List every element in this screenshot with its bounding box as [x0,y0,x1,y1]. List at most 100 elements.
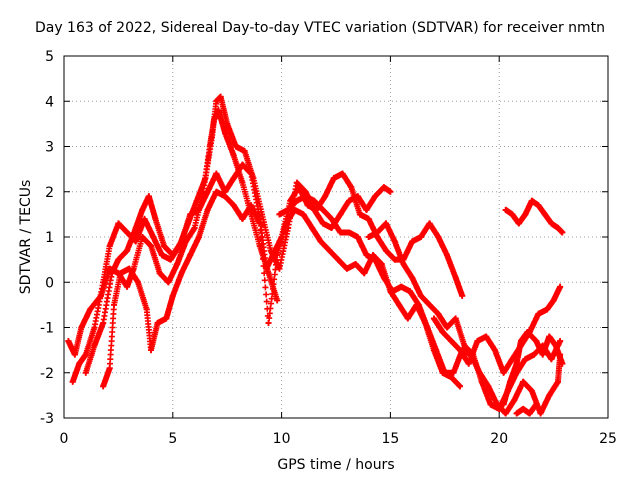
data-point [230,175,237,182]
series-arc-2 [69,93,394,385]
data-point [500,369,507,376]
data-point [365,234,372,240]
data-point [522,211,529,218]
data-point [500,401,507,408]
data-point [111,301,118,308]
data-point [443,252,450,259]
data-point [326,247,333,254]
data-point [65,338,72,345]
data-point [191,224,198,231]
y-tick-label: -1 [40,321,54,337]
data-point [352,261,359,268]
data-point [461,342,468,349]
x-axis-label: GPS time / hours [277,457,395,473]
data-point [126,265,133,272]
data-point [409,274,416,281]
data-point [491,347,498,354]
series-markers [69,93,394,385]
series-markers [430,283,564,376]
data-point [319,206,326,213]
data-point [313,206,320,213]
series-markers [365,220,564,412]
y-tick-label: 1 [45,230,54,246]
data-point [348,184,355,191]
data-point [143,306,150,313]
data-point [380,184,387,191]
data-point [546,392,553,399]
data-point [141,215,148,222]
data-point [167,256,174,263]
data-point [346,197,353,204]
data-point [380,274,387,281]
series-arc-10 [513,401,540,417]
data-point [502,410,509,417]
data-point [328,215,335,222]
data-point [195,206,202,213]
data-point [337,229,344,236]
data-point [541,211,548,218]
x-tick-label: 5 [168,431,177,447]
data-point [559,360,566,367]
data-point [217,93,224,100]
data-point [550,297,557,304]
y-tick-label: 3 [45,140,54,156]
data-point [435,310,442,317]
data-point [533,338,540,345]
data-point [287,197,294,204]
data-point [178,238,185,245]
data-point [124,247,131,254]
data-point [222,193,229,200]
data-point [452,315,459,322]
data-point [398,283,405,290]
data-point [450,369,457,376]
x-tick-label: 0 [60,431,69,447]
data-point [163,315,170,322]
data-point [148,347,155,354]
data-point [372,193,379,200]
data-point [424,324,431,331]
data-point [452,274,459,281]
series-arc-7 [430,283,564,376]
data-point [317,238,324,245]
data-point [106,243,113,250]
data-point [76,360,83,367]
data-point [524,329,531,336]
data-point [215,107,222,114]
data-point [100,319,107,326]
data-point [435,234,442,240]
data-point [502,206,509,213]
data-point [457,383,464,390]
data-point [339,170,346,177]
data-point [134,279,141,286]
y-tick-label: -3 [40,411,54,427]
data-point [169,292,176,299]
data-point [509,356,516,363]
data-point [441,369,448,376]
data-point [169,252,176,259]
data-point [87,306,94,313]
data-point [230,202,237,209]
data-point [124,283,131,290]
y-tick-label: 5 [45,49,54,65]
data-point [158,252,165,259]
data-point [539,351,546,358]
data-point [322,193,329,200]
data-point [293,197,300,204]
data-point [343,265,350,272]
data-point [304,202,311,209]
series-arc-5 [276,193,564,417]
data-point [487,401,494,408]
data-point [433,347,440,354]
data-point [213,98,220,105]
data-point [82,351,89,358]
data-point [513,360,520,367]
data-point [78,324,85,331]
data-layer [65,93,566,417]
data-point [426,301,433,308]
data-point [309,224,316,231]
y-tick-label: 0 [45,275,54,291]
series-arc-6 [365,220,564,412]
series-arc-3 [82,161,466,376]
data-point [443,324,450,331]
